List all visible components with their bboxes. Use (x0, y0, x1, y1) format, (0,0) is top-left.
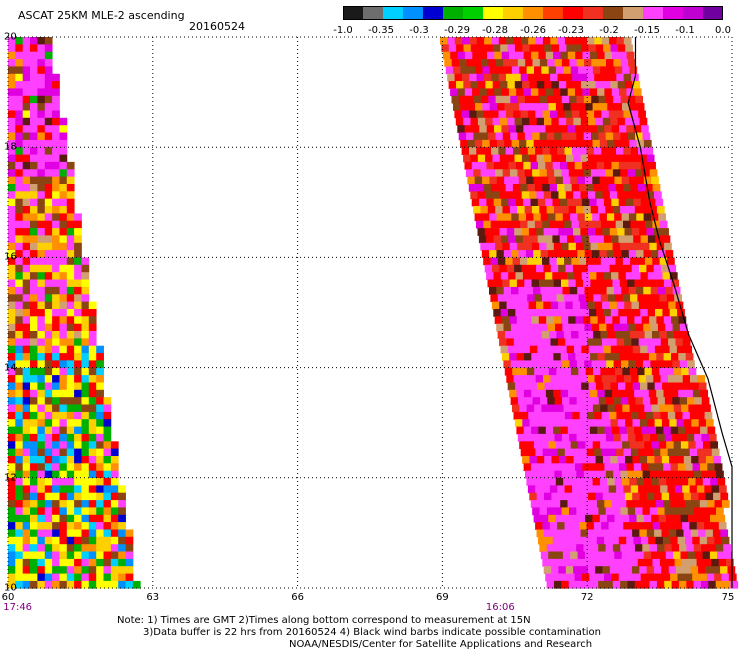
colorbar-tick-label: -0.2 (599, 25, 619, 36)
latitude-label: 20 (4, 31, 17, 43)
colorbar-tick-label: -1.0 (333, 25, 353, 36)
colorbar-tick-label: -0.28 (482, 25, 508, 36)
colorbar-segment (403, 6, 424, 20)
coastline (627, 37, 733, 588)
note-line-3: NOAA/NESDIS/Center for Satellite Applica… (289, 639, 593, 650)
note-line-1: Note: 1) Times are GMT 2)Times along bot… (117, 615, 531, 626)
colorbar-segment (603, 6, 624, 20)
note-line-2: 3)Data buffer is 22 hrs from 20160524 4)… (143, 627, 601, 638)
colorbar-segment (583, 6, 604, 20)
map-date: 20160524 (189, 20, 245, 33)
colorbar-segment (683, 6, 704, 20)
colorbar-segment (503, 6, 524, 20)
colorbar-tick-label: -0.26 (520, 25, 546, 36)
colorbar-segment (663, 6, 684, 20)
colorbar-segment (443, 6, 464, 20)
latitude-label: 10 (4, 582, 17, 594)
latitude-label: 18 (4, 141, 17, 153)
longitude-label: 75 (721, 592, 735, 603)
colorbar-segment (383, 6, 404, 20)
latitude-label: 12 (4, 472, 17, 484)
colorbar-segment (643, 6, 664, 20)
longitude-label: 63 (146, 592, 160, 603)
colorbar-tick-label: -0.35 (368, 25, 394, 36)
longitude-label: 66 (291, 592, 304, 603)
longitude-label: 60 (1, 592, 15, 603)
colorbar-tick-label: -0.3 (409, 25, 429, 36)
coastline-path (627, 37, 733, 588)
colorbar-segment (563, 6, 584, 20)
pass-time-label: 16:06 (485, 602, 515, 613)
longitude-label: 69 (436, 592, 449, 603)
colorbar-tick-label: -0.23 (558, 25, 584, 36)
colorbar-tick-label: -0.29 (444, 25, 470, 36)
colorbar-segment (363, 6, 384, 20)
scatterometer-swaths (8, 37, 739, 589)
map-title: ASCAT 25KM MLE-2 ascending (18, 9, 185, 22)
colorbar-segment (423, 6, 444, 20)
colorbar-segment (463, 6, 484, 20)
pass-time-label: 17:46 (3, 602, 33, 613)
colorbar-segment (483, 6, 504, 20)
colorbar-segment (623, 6, 644, 20)
lat-lon-grid (7, 36, 733, 589)
colorbar-segment (703, 6, 723, 20)
colorbar-tick-label: -0.1 (675, 25, 695, 36)
colorbar-segment (543, 6, 564, 20)
colorbar-segment (523, 6, 544, 20)
latitude-label: 14 (4, 362, 17, 374)
colorbar-segment (343, 6, 364, 20)
colorbar-tick-label: 0.0 (715, 25, 731, 36)
color-scale-labels: -1.0 -0.35 -0.3 -0.29 -0.28 -0.26 -0.23 -0.2 -0.… (320, 25, 740, 37)
latitude-label: 16 (4, 251, 17, 263)
color-scale-bar (343, 6, 723, 20)
colorbar-tick-label: -0.15 (634, 25, 660, 36)
colorbar-frame (343, 6, 723, 20)
longitude-label: 72 (580, 592, 594, 603)
